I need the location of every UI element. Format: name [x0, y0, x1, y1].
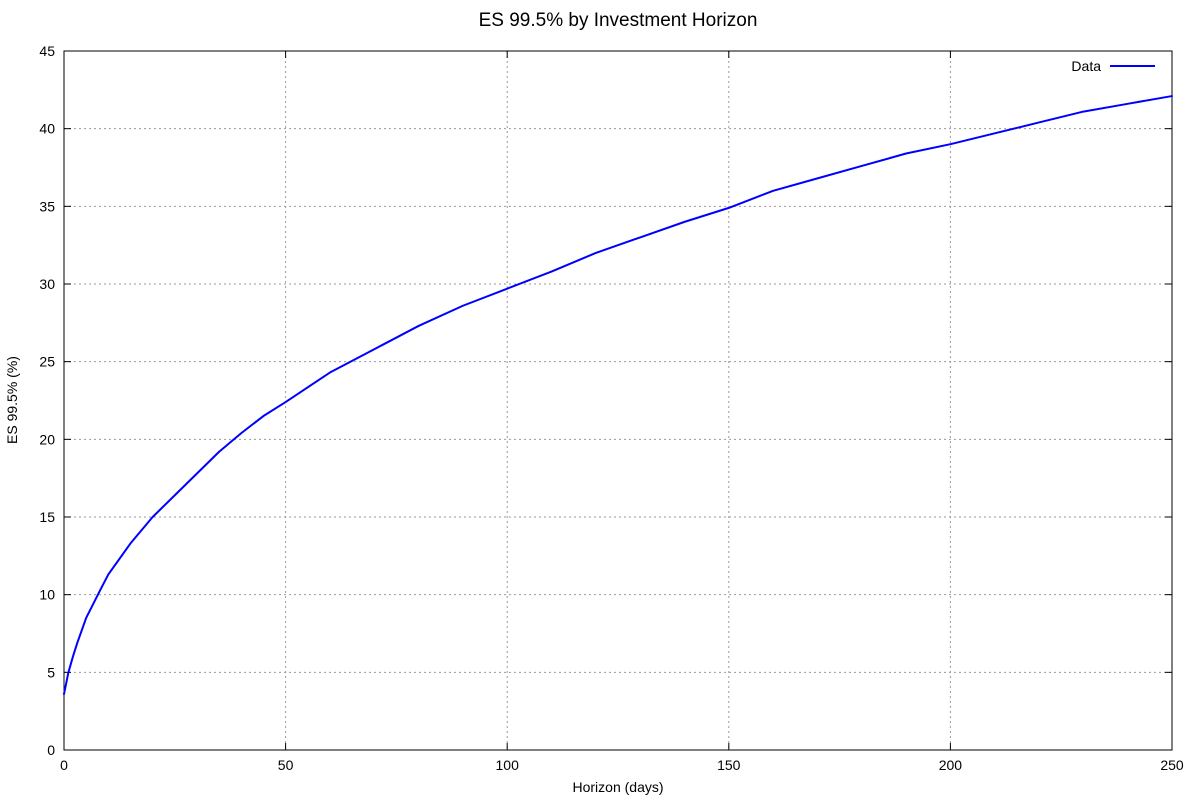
- y-tick-label: 10: [39, 587, 55, 603]
- y-tick-label: 35: [39, 198, 55, 214]
- series-layer: [63, 95, 1173, 696]
- x-tick-label: 250: [1160, 757, 1184, 773]
- plot-area-border: [63, 50, 1173, 751]
- y-tick-label: 20: [39, 431, 55, 447]
- legend-label-data: Data: [1071, 58, 1101, 74]
- axis-ticks: 0 50 100 150 200 250 0 5 10 15 20 25 30 35 40 45: [39, 43, 1183, 773]
- grid-lines: [64, 51, 1172, 750]
- x-tick-label: 200: [939, 757, 963, 773]
- y-axis-label: ES 99.5% (%): [4, 356, 20, 444]
- y-tick-label: 15: [39, 509, 55, 525]
- series-line-data: [63, 95, 1173, 696]
- x-tick-label: 150: [717, 757, 741, 773]
- x-tick-label: 50: [278, 757, 294, 773]
- x-axis-label: Horizon (days): [572, 779, 663, 795]
- y-tick-label: 0: [47, 742, 55, 758]
- x-tick-label: 0: [60, 757, 68, 773]
- y-tick-label: 40: [39, 121, 55, 137]
- y-tick-label: 5: [47, 664, 55, 680]
- y-tick-label: 45: [39, 43, 55, 59]
- x-tick-label: 100: [496, 757, 520, 773]
- y-tick-label: 30: [39, 276, 55, 292]
- y-tick-label: 25: [39, 354, 55, 370]
- legend: Data: [1071, 58, 1155, 74]
- chart-title: ES 99.5% by Investment Horizon: [479, 10, 758, 31]
